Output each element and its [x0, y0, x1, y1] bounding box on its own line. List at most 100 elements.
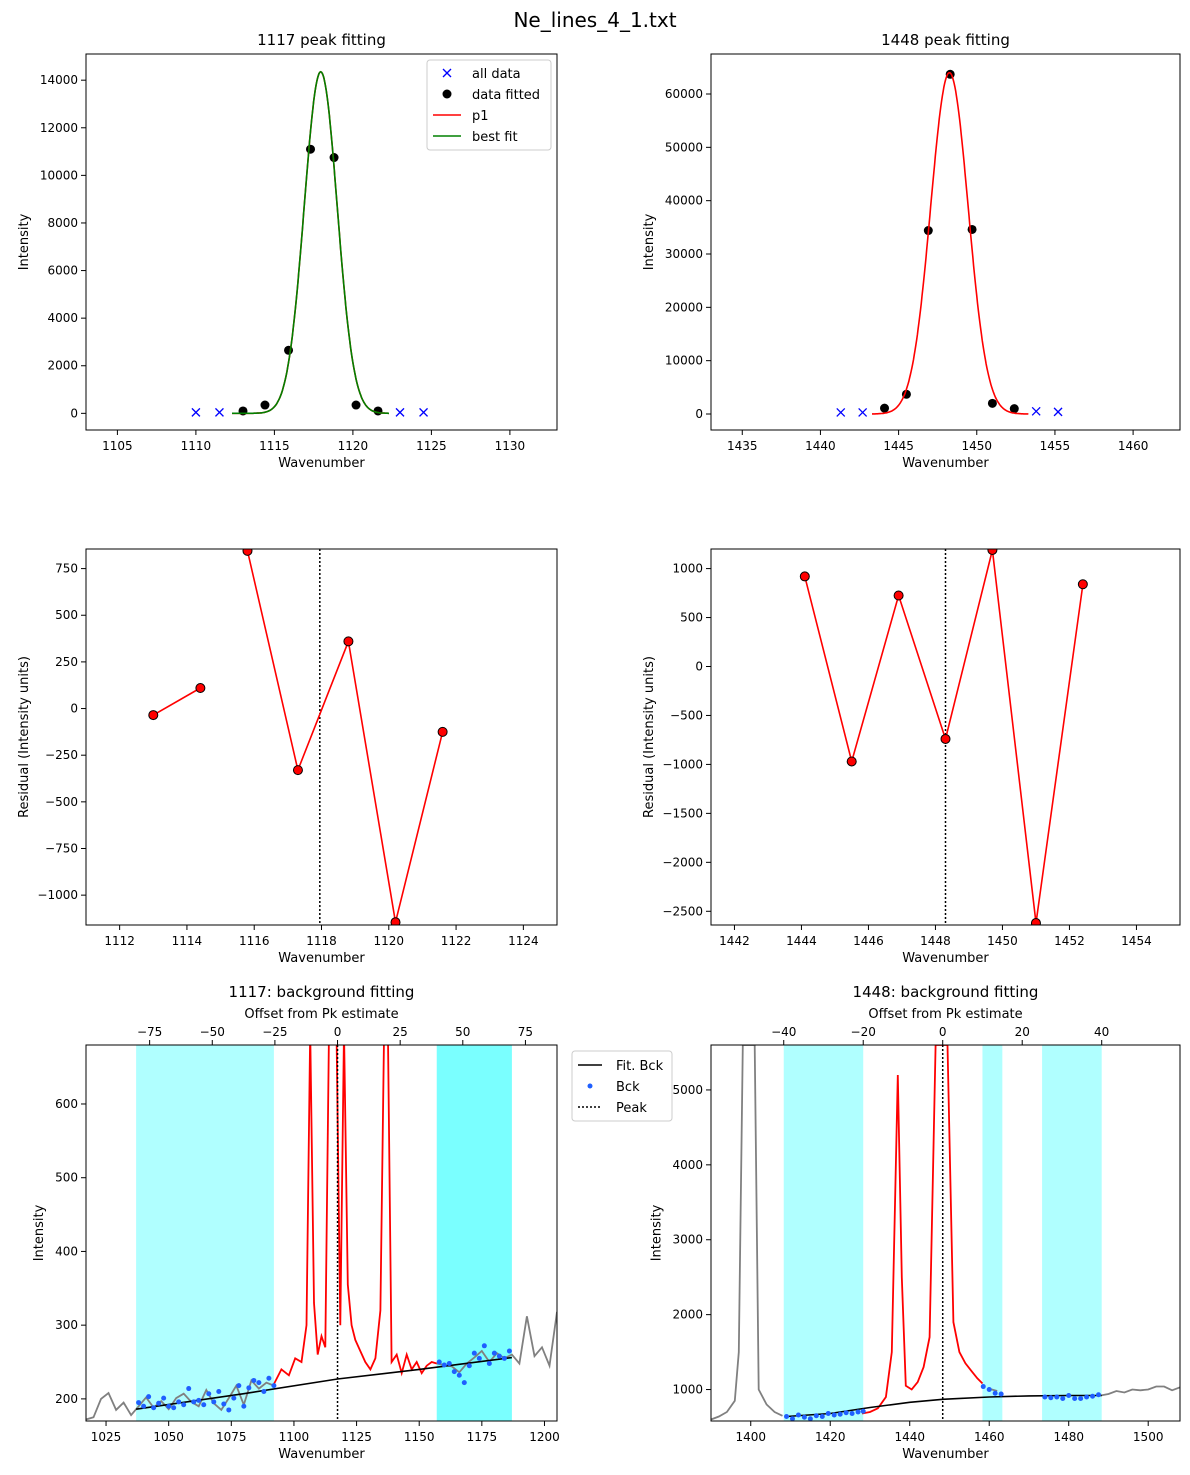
background-point	[446, 1360, 452, 1366]
top-x-tick-label: 40	[1094, 1025, 1109, 1039]
legend-frame	[571, 1050, 673, 1122]
background-point	[216, 1389, 222, 1395]
x-tick-label: 1124	[508, 934, 539, 948]
x-tick-label: 1448	[920, 934, 951, 948]
background-point	[231, 1395, 237, 1401]
data-fitted-point	[260, 400, 270, 410]
background-point	[166, 1403, 172, 1409]
data-fitted-point	[967, 224, 977, 234]
x-axis-label: Wavenumber	[902, 1447, 989, 1462]
axes-frame	[85, 1044, 558, 1422]
x-tick-label: 1420	[815, 1430, 846, 1444]
y-tick-label: 4000	[672, 1158, 703, 1172]
background-point	[801, 1414, 807, 1420]
residual-point	[1030, 918, 1041, 925]
y-tick-label: 2000	[672, 1308, 703, 1322]
axes-6: 1400 1420 1440 1460 1480 1500 1000 2000 3000 4000…	[650, 983, 1181, 1462]
background-point	[251, 1377, 257, 1383]
x-tick-label: 1444	[786, 934, 817, 948]
x-tick-label: 1440	[894, 1430, 925, 1444]
axes-4: 1442 1444 1446 1448 1450 1452 1454 1000 500 0 −500…	[642, 548, 1181, 966]
figure-title: Ne_lines_4_1.txt	[513, 8, 676, 32]
background-point	[506, 1348, 512, 1354]
background-point	[789, 1416, 795, 1421]
y-tick-label: 1000	[672, 1383, 703, 1397]
y-tick-label: −1500	[662, 806, 703, 820]
background-point	[1084, 1394, 1090, 1400]
y-tick-label: 400	[55, 1244, 78, 1258]
background-point	[466, 1363, 472, 1369]
y-tick-label: 50000	[665, 140, 703, 154]
residual-point	[940, 733, 951, 744]
background-point	[456, 1372, 462, 1378]
x-axis-label: Wavenumber	[278, 456, 365, 471]
x-tick-label: 1116	[239, 934, 270, 948]
residual-point	[292, 765, 303, 776]
legend-frame	[426, 59, 552, 151]
raw-data-line	[1100, 1385, 1180, 1397]
x-tick-label: 1452	[1054, 934, 1085, 948]
plot-area	[191, 70, 429, 417]
data-fitted-point	[880, 403, 890, 413]
background-point	[191, 1399, 197, 1405]
legend-bck-marker	[587, 1083, 593, 1089]
background-point	[156, 1400, 162, 1406]
y-axis-label: Intensity	[17, 213, 32, 270]
x-tick-label: 1460	[974, 1430, 1005, 1444]
residual-point	[799, 571, 810, 582]
x-tick-label: 1122	[441, 934, 472, 948]
x-tick-label: 1440	[805, 439, 836, 453]
background-point	[501, 1355, 507, 1361]
data-fitted-point	[987, 398, 997, 408]
raw-data-line	[86, 1378, 275, 1421]
axes-1: 1105 1110 1115 1120 1125 1130 0 2000 4000 6000 800…	[17, 31, 558, 471]
plot-area	[799, 549, 1088, 925]
data-fitted-point	[1009, 404, 1019, 414]
y-tick-label: 250	[55, 655, 78, 669]
background-point	[813, 1413, 819, 1419]
data-fitted-point	[238, 406, 248, 416]
background-point	[266, 1375, 272, 1381]
x-tick-label: 1075	[216, 1430, 247, 1444]
x-tick-label: 1120	[374, 934, 405, 948]
top-x-tick-label: −25	[262, 1025, 287, 1039]
x-marker	[214, 407, 224, 417]
background-point	[471, 1350, 477, 1356]
y-tick-label: −1000	[37, 888, 78, 902]
background-point	[176, 1399, 182, 1405]
y-tick-label: 14000	[40, 73, 78, 87]
peak-region-line	[861, 1045, 984, 1415]
background-point	[849, 1411, 855, 1417]
background-region	[982, 1045, 1003, 1421]
y-tick-label: 1000	[672, 562, 703, 576]
y-tick-label: 200	[55, 1392, 78, 1406]
top-x-tick-label: 25	[393, 1025, 408, 1039]
y-tick-label: 300	[55, 1318, 78, 1332]
data-fitted-point	[306, 144, 316, 154]
x-axis-label: Wavenumber	[902, 951, 989, 966]
x-tick-label: 1112	[104, 934, 135, 948]
background-point	[795, 1412, 801, 1418]
background-point	[491, 1350, 497, 1356]
plot-title: 1117: background fitting	[229, 983, 415, 1001]
legend-label: Bck	[616, 1080, 640, 1095]
x-tick-label: 1100	[279, 1430, 310, 1444]
data-fitted-point	[284, 345, 294, 355]
x-marker	[1053, 407, 1063, 417]
background-point	[1096, 1392, 1102, 1398]
residual-point	[987, 549, 998, 555]
legend-label: data fitted	[472, 88, 540, 103]
background-point	[146, 1394, 152, 1400]
axes-frame	[85, 548, 558, 926]
y-tick-label: 6000	[47, 264, 78, 278]
x-tick-label: 1150	[404, 1430, 435, 1444]
plot-title: 1448: background fitting	[853, 983, 1039, 1001]
y-tick-label: 0	[70, 702, 78, 716]
top-x-tick-label: 0	[939, 1025, 947, 1039]
background-point	[461, 1380, 467, 1386]
background-point	[441, 1362, 447, 1368]
x-tick-label: 1450	[961, 439, 992, 453]
y-tick-label: −2000	[662, 855, 703, 869]
y-axis-label: Intensity	[642, 213, 657, 270]
background-point	[1042, 1394, 1048, 1400]
